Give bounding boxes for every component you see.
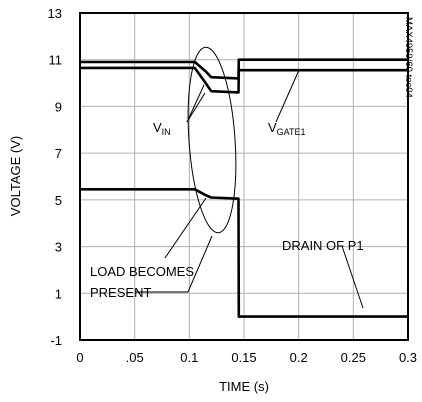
y-tick-label: 1 (55, 286, 62, 301)
annotation-load-line2: PRESENT (90, 285, 151, 300)
load-leader (164, 197, 207, 259)
y-tick-label: -1 (50, 333, 62, 348)
y-tick-label: 5 (55, 193, 62, 208)
x-tick-label: 0.15 (231, 350, 256, 365)
x-axis-title: TIME (s) (219, 379, 269, 394)
x-tick-label: 0.25 (341, 350, 366, 365)
x-tick-label: .05 (126, 350, 144, 365)
x-tick-label: 0 (76, 350, 83, 365)
x-tick-label: 0.3 (399, 350, 417, 365)
y-tick-label: 7 (55, 146, 62, 161)
annotation-load-line1: LOAD BECOMES (90, 264, 194, 279)
y-tick-label: 13 (48, 6, 62, 21)
x-tick-label: 0.1 (180, 350, 198, 365)
x-axis-ticks: 0 .05 0.1 0.15 0.2 0.25 0.3 (76, 350, 417, 365)
plot-frame (79, 12, 409, 341)
annotation-vgate1: VGATE1 (268, 120, 306, 137)
annotation-vin: VIN (153, 120, 171, 137)
vin-leader-1 (186, 84, 205, 123)
vin-leader-2 (186, 92, 206, 123)
y-axis-title: VOLTAGE (V) (8, 136, 23, 216)
figure-code: MAX4959/60 toc04 (403, 17, 414, 98)
x-tick-label: 0.2 (290, 350, 308, 365)
annotation-leaders (135, 46, 364, 309)
load-drop (187, 235, 213, 293)
drain-leader (341, 245, 364, 309)
callout-ellipse (187, 46, 237, 234)
series-line-vgate1 (80, 66, 408, 94)
annotation-drain: DRAIN OF P1 (282, 238, 364, 253)
series-line-drain_p1 (80, 188, 408, 318)
vgate1-leader (275, 69, 300, 123)
y-tick-label: 3 (55, 240, 62, 255)
y-tick-label: 11 (49, 53, 63, 68)
y-tick-label: 9 (55, 99, 62, 114)
